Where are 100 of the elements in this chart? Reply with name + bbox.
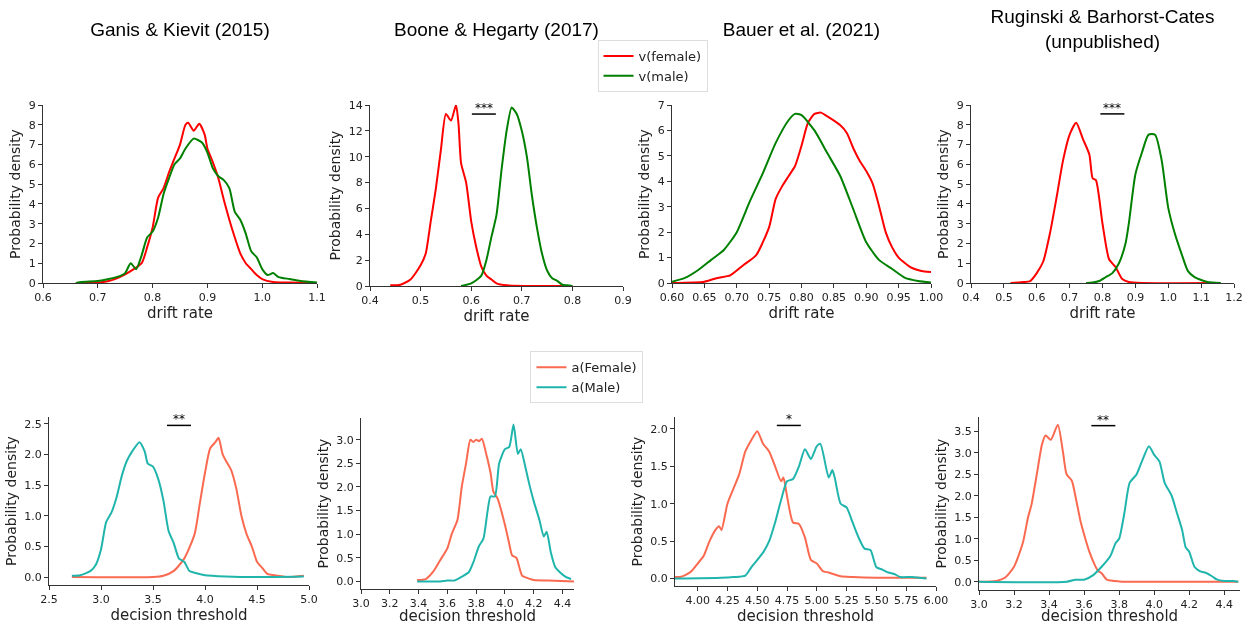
x-tick-label: 5.75 bbox=[893, 594, 919, 608]
y-tick-label: 6 bbox=[355, 202, 363, 216]
y-tick-label: 1.0 bbox=[650, 497, 668, 511]
y-tick-label: 3.0 bbox=[954, 446, 972, 460]
y-tick-label: 7 bbox=[28, 138, 36, 152]
x-tick-label: 1.2 bbox=[1225, 291, 1243, 305]
y-tick-label: 2.0 bbox=[24, 448, 42, 462]
y-tick-label: 7 bbox=[657, 98, 665, 112]
y-axis-title: Probability density bbox=[2, 436, 19, 566]
x-axis-title: decision threshold bbox=[736, 607, 875, 625]
y-axis-title: Probability density bbox=[7, 129, 24, 259]
y-tick-label: 3 bbox=[956, 217, 964, 231]
y-tick-label: 2.0 bbox=[954, 489, 972, 503]
y-tick-label: 2.5 bbox=[24, 417, 42, 431]
y-tick-label: 0.5 bbox=[24, 540, 42, 554]
legend-label: a(Female) bbox=[571, 360, 637, 376]
y-tick-label: 4 bbox=[28, 197, 36, 211]
x-tick-label: 6.00 bbox=[923, 594, 949, 608]
x-tick-label: 0.7 bbox=[1060, 291, 1079, 305]
chart-title: Boone & Hegarty (2017) bbox=[394, 19, 599, 41]
x-tick-label: 4.75 bbox=[774, 594, 800, 608]
x-tick-label: 4.25 bbox=[715, 594, 740, 608]
x-tick-label: 0.95 bbox=[886, 291, 911, 305]
y-tick-label: 3 bbox=[657, 200, 665, 214]
y-tick-label: 6 bbox=[956, 158, 964, 172]
x-axis-title: drift rate bbox=[768, 304, 835, 323]
x-tick-label: 3.0 bbox=[92, 593, 110, 607]
x-tick-label: 0.9 bbox=[1126, 291, 1145, 305]
x-tick-label: 3.0 bbox=[970, 598, 988, 612]
y-axis-title: Probability density bbox=[935, 129, 952, 259]
y-tick-label: 2 bbox=[355, 253, 363, 267]
y-tick-label: 5 bbox=[657, 149, 665, 163]
x-tick-label: 0.5 bbox=[411, 294, 430, 308]
y-tick-label: 4 bbox=[657, 175, 665, 189]
x-tick-label: 0.80 bbox=[789, 291, 814, 305]
x-tick-label: 4.4 bbox=[1215, 598, 1233, 612]
y-tick-label: 0.0 bbox=[336, 575, 354, 589]
x-tick-label: 5.25 bbox=[834, 594, 859, 608]
line-series bbox=[1085, 133, 1222, 283]
y-tick-label: 0 bbox=[956, 276, 964, 290]
y-tick-label: 6 bbox=[657, 124, 665, 138]
x-axis-title: drift rate bbox=[463, 307, 530, 326]
x-tick-label: 0.4 bbox=[962, 291, 980, 305]
annotation: ** bbox=[1097, 413, 1109, 427]
y-tick-label: 1 bbox=[657, 251, 665, 265]
annotation: ** bbox=[173, 412, 185, 426]
y-tick-label: 0.0 bbox=[650, 572, 668, 586]
x-tick-label: 0.9 bbox=[198, 291, 217, 305]
y-tick-label: 3.5 bbox=[954, 425, 972, 439]
y-axis-title: Probability density bbox=[315, 438, 331, 569]
y-tick-label: 4 bbox=[355, 228, 363, 242]
x-tick-label: 0.6 bbox=[1028, 291, 1046, 305]
x-tick-label: 5.0 bbox=[300, 593, 318, 607]
chart-title: Bauer et al. (2021) bbox=[722, 19, 881, 41]
x-tick-label: 1.0 bbox=[1159, 291, 1177, 305]
x-tick-label: 0.5 bbox=[995, 291, 1013, 305]
y-tick-label: 1.5 bbox=[24, 478, 42, 492]
x-tick-label: 0.8 bbox=[143, 291, 162, 305]
y-tick-label: 9 bbox=[956, 98, 964, 112]
x-tick-label: 0.6 bbox=[34, 291, 52, 305]
y-tick-label: 1.0 bbox=[24, 509, 42, 523]
y-tick-label: 2.5 bbox=[954, 468, 972, 482]
y-tick-label: 1.0 bbox=[954, 532, 972, 546]
y-tick-label: 8 bbox=[956, 118, 964, 132]
y-tick-label: 9 bbox=[28, 98, 36, 112]
chart-title: Ganis & Kievit (2015) bbox=[90, 19, 270, 41]
x-tick-label: 4.0 bbox=[196, 593, 214, 607]
x-tick-label: 0.9 bbox=[614, 294, 632, 308]
y-tick-label: 14 bbox=[348, 98, 363, 112]
y-tick-label: 0.0 bbox=[954, 575, 972, 589]
y-tick-label: 0.5 bbox=[650, 534, 668, 548]
y-tick-label: 3 bbox=[28, 217, 36, 231]
x-tick-label: 4.2 bbox=[1180, 598, 1198, 612]
annotation: *** bbox=[475, 101, 493, 115]
x-axis-title: decision threshold bbox=[110, 606, 248, 625]
x-tick-label: 4.50 bbox=[744, 594, 770, 608]
x-tick-label: 3.2 bbox=[381, 597, 399, 611]
x-axis-title: drift rate bbox=[1069, 304, 1136, 323]
x-tick-label: 4.4 bbox=[553, 597, 572, 611]
y-tick-label: 0 bbox=[355, 279, 363, 293]
chart-title: Ruginski & Barhorst-Cates (unpublished) bbox=[990, 6, 1215, 52]
y-axis-title: Probability density bbox=[327, 130, 344, 261]
y-tick-label: 2.0 bbox=[336, 480, 354, 494]
y-tick-label: 2.5 bbox=[336, 457, 354, 471]
y-tick-label: 8 bbox=[355, 176, 363, 190]
y-tick-label: 2 bbox=[28, 237, 36, 251]
x-tick-label: 1.0 bbox=[253, 291, 271, 305]
x-tick-label: 3.2 bbox=[1005, 598, 1023, 612]
x-tick-label: 0.75 bbox=[756, 291, 782, 305]
x-tick-label: 4.00 bbox=[685, 594, 710, 608]
y-tick-label: 1.0 bbox=[336, 528, 354, 542]
y-tick-label: 1.5 bbox=[954, 511, 972, 525]
x-tick-label: 0.8 bbox=[1093, 291, 1112, 305]
x-tick-label: 0.90 bbox=[854, 291, 879, 305]
x-tick-label: 0.60 bbox=[659, 291, 685, 305]
legend-label: a(Male) bbox=[571, 380, 621, 396]
x-tick-label: 0.85 bbox=[821, 291, 847, 305]
y-tick-label: 1.5 bbox=[336, 504, 354, 518]
y-tick-label: 7 bbox=[956, 138, 964, 152]
x-tick-label: 1.00 bbox=[918, 291, 944, 305]
